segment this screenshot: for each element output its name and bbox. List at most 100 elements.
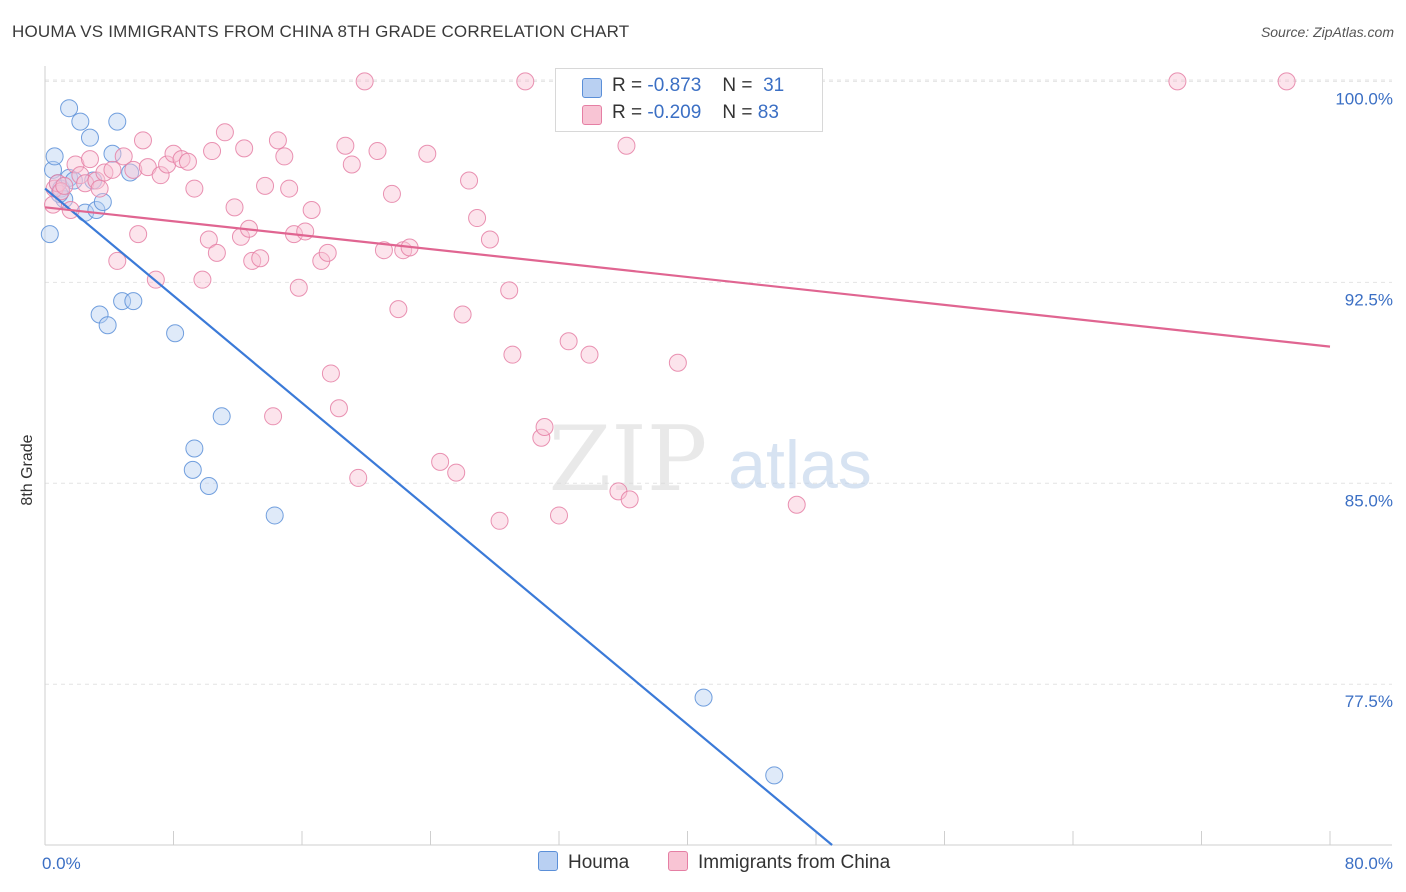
y-tick-label: 77.5% (1345, 692, 1393, 711)
china-point (302, 201, 321, 220)
china-point (516, 72, 535, 91)
x-tick-label-min: 0.0% (42, 854, 81, 873)
china-point (336, 136, 355, 155)
bottom-legend-label-china: Immigrants from China (698, 852, 891, 873)
china-point (114, 147, 133, 166)
y-axis-label: 8th Grade (19, 434, 36, 506)
houma-point (694, 688, 713, 707)
china-point (468, 209, 487, 228)
houma-point (185, 439, 204, 458)
china-point (431, 452, 450, 471)
houma-point (765, 766, 784, 785)
houma-point (212, 407, 231, 426)
china-point (264, 407, 283, 426)
houma-point (40, 225, 59, 244)
legend-swatch-china (582, 105, 602, 125)
china-point (559, 332, 578, 351)
chart-title: HOUMA VS IMMIGRANTS FROM CHINA 8TH GRADE… (12, 22, 630, 41)
legend-swatch-houma (582, 78, 602, 98)
china-point (503, 345, 522, 364)
legend-r-label: R = (612, 75, 643, 96)
china-point (321, 364, 340, 383)
points-layer (40, 72, 1296, 785)
china-point (178, 152, 197, 171)
china-point (108, 251, 127, 270)
houma-point (71, 112, 90, 131)
houma-point (124, 292, 143, 311)
china-point (355, 72, 374, 91)
stats-legend: R = -0.873 N = 31 R = -0.209 N = 83 (555, 68, 823, 132)
houma-point (265, 506, 284, 525)
legend-r-label: R = (612, 102, 643, 123)
china-point (374, 241, 393, 260)
china-point (199, 230, 218, 249)
china-point (617, 136, 636, 155)
china-point (133, 131, 152, 150)
bottom-legend-houma: Houma (538, 851, 629, 874)
china-point (447, 463, 466, 482)
china-point (580, 345, 599, 364)
china-point (268, 131, 287, 150)
tick-labels: 77.5% 85.0% 92.5% 100.0% 0.0% 80.0% (42, 89, 1393, 873)
china-point (532, 428, 551, 447)
trend-lines (44, 187, 1331, 846)
china-point (342, 155, 361, 174)
china-point (490, 511, 509, 530)
legend-n-value-china: 83 (757, 102, 779, 123)
houma-point (45, 147, 64, 166)
china-point (138, 158, 157, 177)
legend-r-value-china: -0.209 (647, 102, 702, 123)
legend-n-value-houma: 31 (763, 75, 785, 96)
china-point (215, 123, 234, 142)
china-point (90, 179, 109, 198)
china-point (668, 353, 687, 372)
houma-point (121, 163, 140, 182)
china-point (535, 418, 554, 437)
china-point (80, 150, 99, 169)
gridlines (45, 79, 1392, 685)
china-point (256, 176, 275, 195)
china-point (318, 243, 337, 262)
y-tick-label: 92.5% (1345, 290, 1393, 309)
china-point (235, 139, 254, 158)
houma-point (44, 160, 63, 179)
china-point (418, 144, 437, 163)
bottom-legend-china: Immigrants from China (668, 851, 890, 874)
china-point (207, 243, 226, 262)
houma-point (199, 476, 218, 495)
china-point (349, 468, 368, 487)
china-point (185, 179, 204, 198)
china-point (460, 171, 479, 190)
watermark-zip: ZIP (549, 407, 708, 512)
axes (44, 66, 1392, 846)
bottom-swatch-houma (538, 851, 558, 871)
china-point (1277, 72, 1296, 91)
china-point (55, 176, 74, 195)
china-point (329, 399, 348, 418)
china-point (103, 160, 122, 179)
china-point (1168, 72, 1187, 91)
houma-point (60, 99, 79, 118)
bottom-swatch-china (668, 851, 688, 871)
houma-point (80, 128, 99, 147)
china-point (129, 225, 148, 244)
china-point (151, 166, 170, 185)
legend-n-label: N = (722, 75, 753, 96)
houma-point (183, 460, 202, 479)
houma-trend-line (44, 187, 833, 846)
china-point (225, 198, 244, 217)
houma-point (93, 192, 112, 211)
china-point (787, 495, 806, 514)
china-point (480, 230, 499, 249)
china-point (275, 147, 294, 166)
x-tick-label-max: 80.0% (1345, 854, 1393, 873)
houma-point (98, 316, 117, 335)
bottom-legend-label-houma: Houma (568, 852, 630, 873)
china-point (296, 222, 315, 241)
houma-point (166, 324, 185, 343)
china-point (251, 249, 270, 268)
houma-point (103, 144, 122, 163)
china-point (620, 490, 639, 509)
legend-n-label: N = (722, 102, 753, 123)
